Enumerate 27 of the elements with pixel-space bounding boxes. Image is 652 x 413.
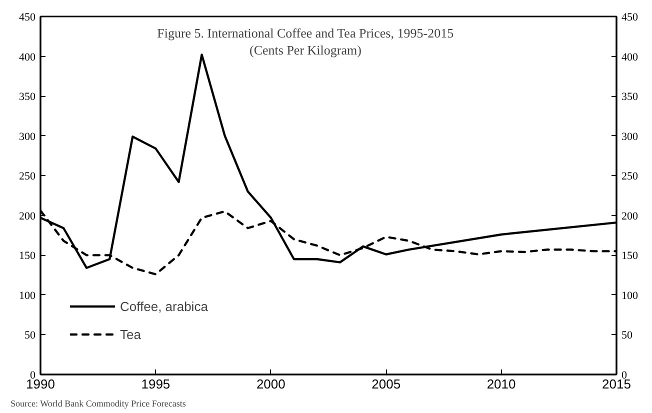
legend-label: Tea bbox=[120, 326, 141, 342]
text: Figure 5. International Coffee and Tea Prices, 1995-2015 bbox=[157, 26, 454, 40]
y2-tick-label: 50 bbox=[622, 330, 633, 342]
y-tick-label: 300 bbox=[19, 130, 36, 143]
y-tick-label: 400 bbox=[19, 51, 36, 64]
y-tick-label: 100 bbox=[19, 290, 36, 302]
y-tick-label: 450 bbox=[19, 12, 36, 24]
y-tick-label: 250 bbox=[19, 170, 36, 183]
x-tick-label: 2000 bbox=[256, 376, 286, 392]
y2-tick-label: 250 bbox=[622, 170, 638, 183]
y-tick-label: 350 bbox=[19, 91, 36, 104]
source-note: Source: World Bank Commodity Price Forecasts bbox=[10, 398, 186, 408]
y-tick-label: 50 bbox=[24, 330, 36, 342]
y2-tick-label: 450 bbox=[622, 12, 638, 24]
y2-tick-label: 300 bbox=[622, 130, 638, 143]
y2-tick-label: 200 bbox=[622, 210, 638, 222]
legend-label: Coffee, arabica bbox=[120, 298, 208, 314]
y2-tick-label: 100 bbox=[622, 290, 638, 302]
text: (Cents Per Kilogram) bbox=[250, 42, 362, 58]
y2-tick-label: 400 bbox=[622, 51, 638, 64]
x-tick-label: 2010 bbox=[486, 376, 516, 392]
y-tick-label: 200 bbox=[19, 210, 36, 222]
y2-tick-label: 150 bbox=[622, 250, 638, 262]
y-tick-label: 150 bbox=[19, 250, 36, 262]
x-tick-label: 2005 bbox=[372, 376, 401, 392]
y2-tick-label: 350 bbox=[622, 91, 638, 104]
x-tick-label: 1995 bbox=[141, 376, 170, 392]
